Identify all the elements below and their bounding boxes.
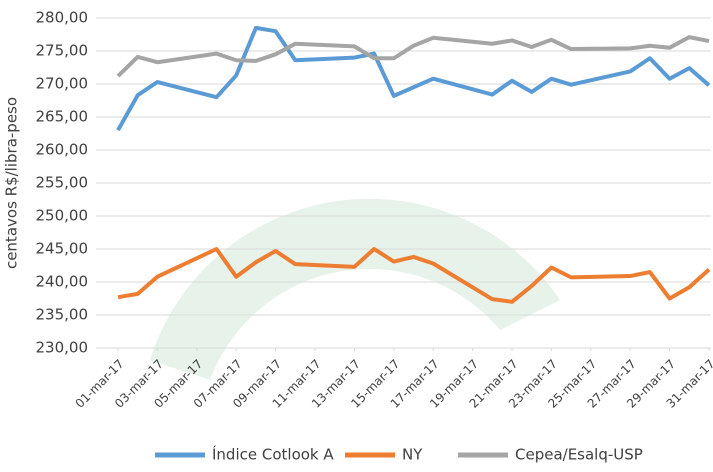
legend-label: NY	[402, 446, 423, 464]
legend-label: Índice Cotlook A	[212, 445, 334, 464]
y-tick-label: 230,00	[36, 339, 89, 357]
watermark	[150, 199, 560, 380]
y-tick-label: 280,00	[36, 9, 89, 27]
y-tick-label: 255,00	[36, 174, 89, 192]
y-tick-label: 260,00	[36, 141, 89, 159]
y-tick-label: 240,00	[36, 273, 89, 291]
y-tick-label: 250,00	[36, 207, 89, 225]
series-line	[118, 28, 709, 130]
y-tick-label: 270,00	[36, 75, 89, 93]
y-tick-label: 275,00	[36, 42, 89, 60]
legend-label: Cepea/Esalq-USP	[515, 446, 643, 464]
y-axis-title: centavos R$/libra-peso	[3, 97, 21, 269]
chart: centavos R$/libra-peso 230,00 235,00 240,0…	[0, 0, 713, 468]
series-line	[118, 37, 709, 76]
y-tick-label: 235,00	[36, 306, 89, 324]
y-tick-label: 265,00	[36, 108, 89, 126]
y-tick-label: 245,00	[36, 240, 89, 258]
